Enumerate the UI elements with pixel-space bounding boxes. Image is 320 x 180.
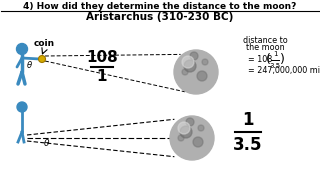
Circle shape — [193, 137, 203, 147]
Circle shape — [174, 50, 218, 94]
Text: θ: θ — [27, 62, 32, 71]
Circle shape — [180, 126, 192, 138]
Text: = 247,000,000 mi: = 247,000,000 mi — [248, 66, 320, 75]
Text: coin: coin — [33, 39, 55, 48]
Circle shape — [178, 135, 184, 141]
Text: distance to: distance to — [243, 36, 287, 45]
Circle shape — [198, 125, 204, 131]
Text: 108: 108 — [86, 50, 118, 65]
Circle shape — [38, 55, 45, 62]
Text: 3.5: 3.5 — [269, 62, 281, 69]
Circle shape — [182, 56, 194, 68]
Circle shape — [182, 69, 188, 75]
Text: 4) How did they determine the distance to the moon?: 4) How did they determine the distance t… — [23, 2, 297, 11]
Circle shape — [184, 60, 196, 72]
Circle shape — [17, 44, 28, 55]
Circle shape — [197, 71, 207, 81]
Text: ): ) — [280, 53, 284, 66]
Circle shape — [178, 122, 190, 134]
Text: θ: θ — [44, 139, 50, 148]
Text: 1: 1 — [242, 111, 254, 129]
Circle shape — [190, 52, 198, 60]
Text: = 108: = 108 — [248, 55, 272, 64]
Circle shape — [170, 116, 214, 160]
Circle shape — [186, 118, 194, 126]
Text: Aristarchus (310-230 BC): Aristarchus (310-230 BC) — [86, 12, 234, 22]
Text: the moon: the moon — [246, 43, 284, 52]
Circle shape — [17, 102, 27, 112]
Circle shape — [202, 59, 208, 65]
Text: 1: 1 — [273, 51, 277, 57]
Text: 3.5: 3.5 — [233, 136, 263, 154]
Text: (: ( — [266, 53, 270, 66]
Text: 1: 1 — [97, 69, 107, 84]
